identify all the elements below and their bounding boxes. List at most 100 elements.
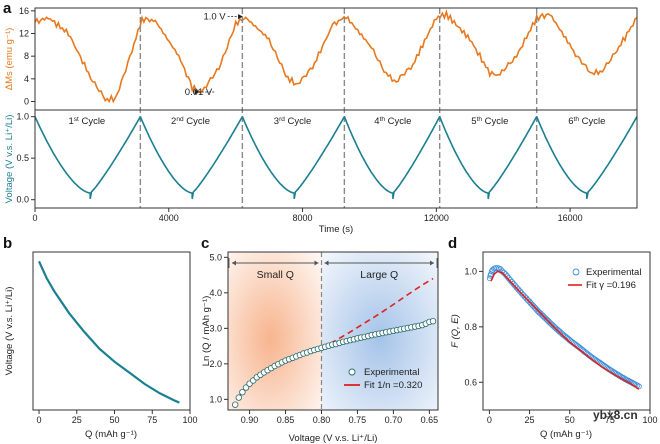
a-top-ytick-label: 0 bbox=[24, 97, 29, 107]
b-ylabel: Voltage (V v.s. Li⁺/Li) bbox=[4, 287, 15, 376]
cycle-label-number: 4 bbox=[374, 116, 379, 127]
c-xlabel: Voltage (V v.s. Li⁺/Li) bbox=[289, 433, 378, 444]
c-legend-marker bbox=[348, 368, 356, 376]
cycle-label-text: Cycle bbox=[482, 116, 508, 127]
d-legend-label: Fit γ =0.196 bbox=[586, 280, 636, 291]
d-xtick-label: 0 bbox=[487, 415, 492, 425]
cycle-label-text: Cycle bbox=[579, 116, 605, 127]
b-xtick-label: 75 bbox=[147, 415, 157, 425]
c-ytick-label: 3.0 bbox=[209, 323, 222, 333]
cycle-label: 4th Cycle bbox=[374, 116, 411, 127]
cycle-label-suffix: st bbox=[74, 116, 79, 123]
annotation-arrow-head bbox=[194, 89, 200, 95]
annotation-label: 1.0 V bbox=[203, 12, 226, 23]
voltage-cycle-line bbox=[438, 116, 538, 200]
c-ytick-label: 2.0 bbox=[209, 359, 222, 369]
c-region-label: Large Q bbox=[360, 269, 398, 281]
d-data-point bbox=[508, 278, 515, 285]
a-bottom-xtick-label: 0 bbox=[32, 213, 37, 223]
voltage-cycle-line bbox=[34, 116, 142, 200]
panel-letter-b: b bbox=[3, 235, 12, 252]
panel-letter-a: a bbox=[3, 0, 12, 17]
c-region-arrow-head bbox=[314, 260, 319, 266]
a-bottom-xlabel: Time (s) bbox=[319, 224, 353, 235]
c-data-point bbox=[242, 384, 250, 391]
c-xtick-label: 0.80 bbox=[313, 415, 331, 425]
annotation-arrow-head bbox=[238, 14, 244, 20]
a-top-ytick-label: 16 bbox=[19, 6, 29, 16]
b-voltage-line bbox=[37, 260, 180, 404]
a-bottom-ytick-label: 0.0 bbox=[16, 195, 29, 205]
d-xtick-label: 50 bbox=[565, 415, 575, 425]
d-ytick-label: 0.6 bbox=[464, 377, 477, 387]
a-bottom-ytick-label: 1.0 bbox=[16, 112, 29, 122]
a-top-ytick-label: 4 bbox=[24, 74, 29, 84]
c-xtick-label: 0.90 bbox=[241, 415, 259, 425]
c-region-arrow-head bbox=[324, 260, 329, 266]
watermark: ybx8.cn bbox=[593, 408, 638, 422]
b-xtick-label: 100 bbox=[182, 415, 197, 425]
c-fit-extrapolation-line bbox=[321, 277, 434, 349]
small-q-region bbox=[228, 252, 322, 410]
d-xlabel: Q (mAh g⁻¹) bbox=[540, 429, 592, 440]
a-top-ytick-label: 12 bbox=[19, 29, 29, 39]
panel-b: 0 25 50 75 100 Voltage (V v.s. Li⁺/Li) Q (mA… bbox=[4, 251, 198, 440]
a-top-ylabel: ΔMs (emu g⁻¹) bbox=[4, 28, 15, 91]
cycle-label-text: Cycle bbox=[385, 116, 411, 127]
cycle-label: 1st Cycle bbox=[68, 116, 105, 127]
cycle-label: 3rd Cycle bbox=[274, 116, 311, 127]
c-data-point bbox=[231, 401, 239, 408]
cycle-label-number: 3 bbox=[274, 116, 279, 127]
c-ylabel: Ln (Q / mAh g⁻¹) bbox=[201, 296, 212, 366]
cycle-label-suffix: th bbox=[477, 116, 483, 123]
annotation-label: 0.01 V bbox=[185, 87, 213, 98]
cycle-label-number: 1 bbox=[68, 116, 73, 127]
c-region-arrow-head bbox=[430, 260, 434, 266]
c-ytick-label: 4.0 bbox=[209, 288, 222, 298]
d-data-point bbox=[520, 291, 527, 298]
d-data-point bbox=[516, 288, 523, 295]
cycle-label-text: Cycle bbox=[184, 116, 210, 127]
d-ylabel: F (Q, E) bbox=[450, 314, 461, 348]
c-region-label: Small Q bbox=[257, 269, 294, 281]
c-xtick-label: 0.85 bbox=[277, 415, 295, 425]
d-data-point bbox=[507, 277, 514, 284]
b-xtick-label: 0 bbox=[37, 415, 42, 425]
d-xtick-label: 100 bbox=[642, 415, 657, 425]
d-xtick-label: 25 bbox=[525, 415, 535, 425]
d-data-point bbox=[518, 290, 525, 297]
c-region-arrow-head bbox=[232, 260, 236, 266]
c-legend-label: Fit 1/n =0.320 bbox=[364, 380, 422, 391]
c-legend-label: Experimental bbox=[364, 367, 419, 378]
c-data-point bbox=[235, 394, 242, 401]
voltage-cycle-line bbox=[535, 116, 638, 200]
voltage-cycle-line bbox=[139, 116, 244, 200]
c-ytick-label: 1.0 bbox=[209, 394, 222, 404]
c-data-point bbox=[429, 318, 437, 325]
cycle-label-number: 5 bbox=[471, 116, 476, 127]
c-xtick-label: 0.70 bbox=[385, 415, 403, 425]
d-data-point bbox=[521, 293, 528, 300]
d-data-point bbox=[512, 282, 519, 289]
c-xtick-label: 0.75 bbox=[349, 415, 367, 425]
panel-letter-d: d bbox=[448, 235, 457, 252]
cycle-label-number: 2 bbox=[171, 116, 176, 127]
a-bottom-xtick-label: 12000 bbox=[424, 213, 449, 223]
c-ytick-label: 5.0 bbox=[209, 252, 222, 262]
c-data-point bbox=[239, 389, 246, 396]
cycle-label-suffix: rd bbox=[279, 116, 285, 123]
d-ytick-label: 0.8 bbox=[464, 322, 477, 332]
a-bottom-xtick-label: 8000 bbox=[293, 213, 313, 223]
voltage-cycle-line bbox=[241, 116, 346, 200]
cycle-label: 2nd Cycle bbox=[171, 116, 210, 127]
panel-d: 0.6 0.8 1.0 0 25 50 75 100 Experimental Fit γ =0.… bbox=[450, 251, 658, 440]
c-xtick-label: 0.65 bbox=[421, 415, 439, 425]
panel-c: Small Q Large Q 1.0 2.0 3.0 4.0 5.0 0.90 0.85 0.8… bbox=[201, 251, 439, 444]
cycle-label: 5th Cycle bbox=[471, 116, 508, 127]
d-data-point bbox=[510, 280, 517, 287]
a-bottom-xtick-label: 16000 bbox=[558, 213, 583, 223]
cycle-label-suffix: th bbox=[574, 116, 580, 123]
cycle-label-text: Cycle bbox=[79, 116, 105, 127]
